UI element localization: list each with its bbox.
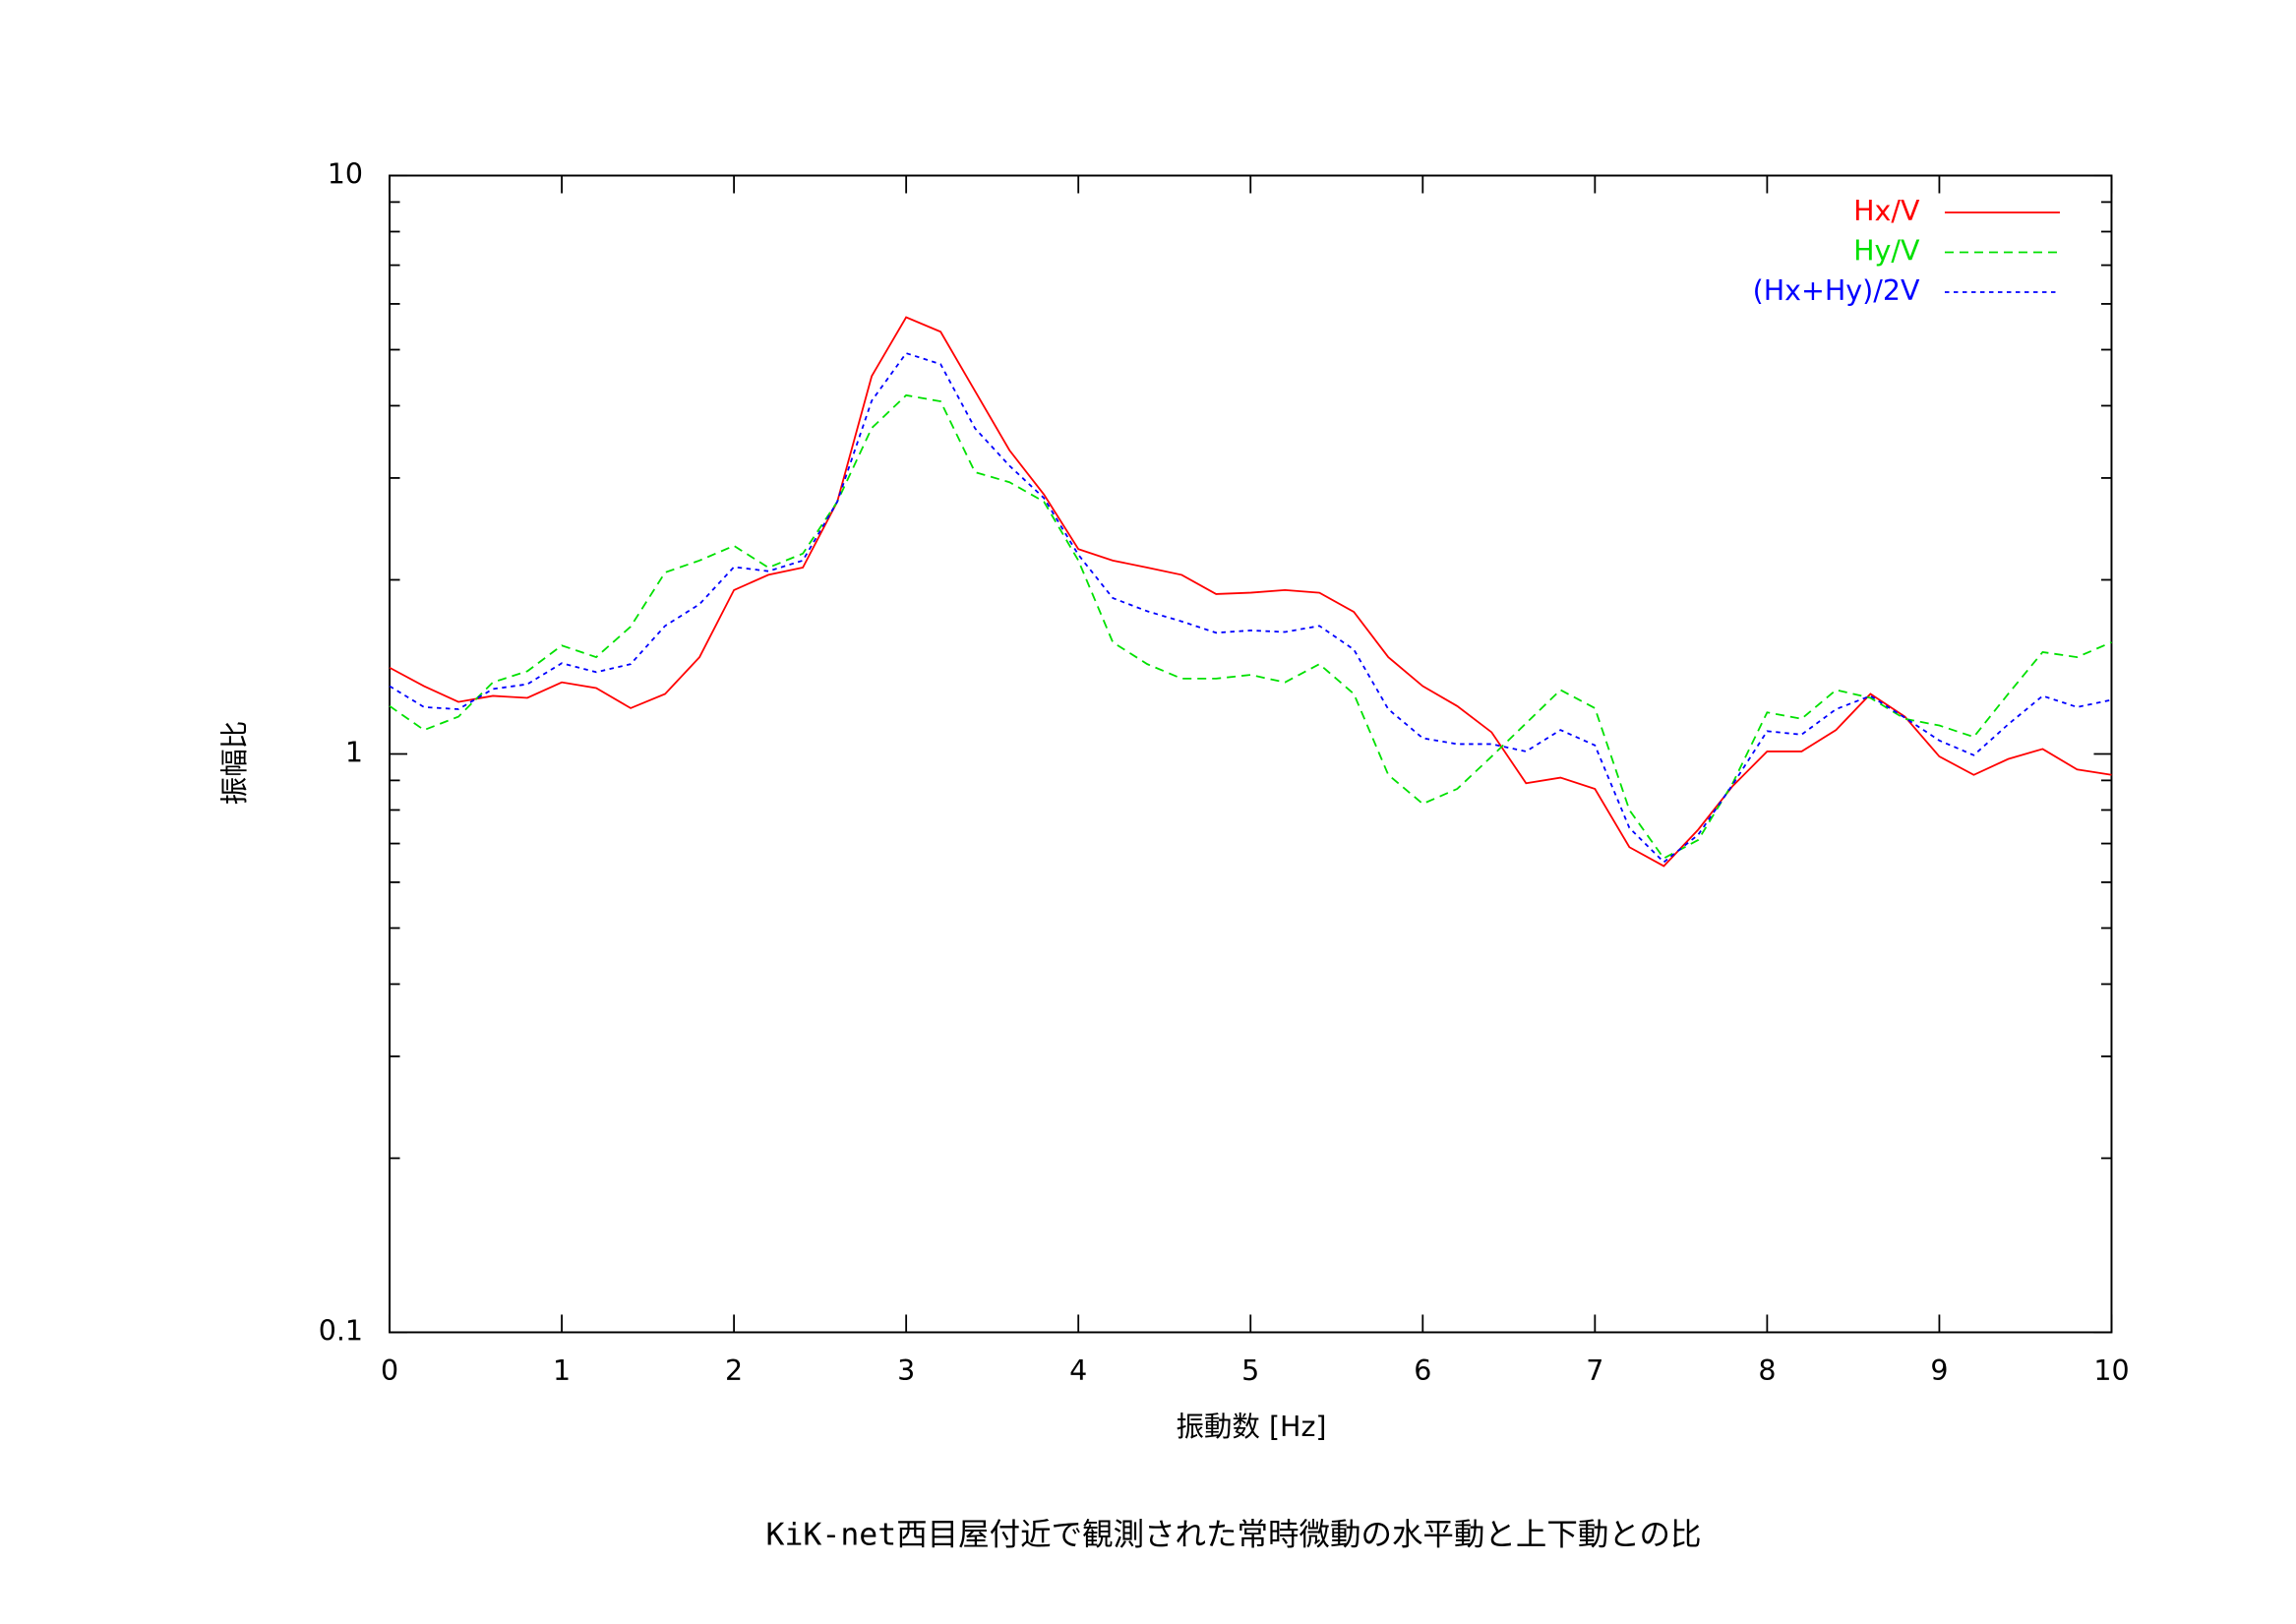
x-tick-label: 9 [1930, 1354, 1948, 1387]
series-line [389, 352, 2112, 864]
legend-label: Hx/V [1853, 195, 1920, 227]
series-line [389, 393, 2112, 860]
y-tick-label: 1 [345, 736, 363, 768]
y-tick-label: 0.1 [319, 1314, 363, 1347]
x-tick-label: 7 [1586, 1354, 1603, 1387]
legend-label: Hy/V [1853, 234, 1920, 267]
x-axis-label: 振動数 [Hz] [1176, 1411, 1326, 1443]
x-tick-label: 4 [1069, 1354, 1087, 1387]
x-tick-label: 6 [1414, 1354, 1431, 1387]
x-tick-label: 0 [381, 1354, 398, 1387]
x-tick-label: 3 [897, 1354, 915, 1387]
series-line [389, 316, 2112, 868]
plot-frame [389, 174, 2113, 1334]
x-tick-label: 8 [1758, 1354, 1776, 1387]
x-tick-label: 1 [553, 1354, 571, 1387]
x-tick-label: 2 [725, 1354, 743, 1387]
legend-label: (Hx+Hy)/2V [1753, 274, 1920, 307]
y-tick-label: 10 [328, 157, 363, 190]
x-tick-label: 10 [2093, 1354, 2129, 1387]
caption: KiK-net西目屋付近で観測された常時微動の水平動と上下動との比 [766, 1517, 1702, 1552]
y-axis-label: 振幅比 [218, 721, 251, 805]
x-tick-label: 5 [1241, 1354, 1259, 1387]
